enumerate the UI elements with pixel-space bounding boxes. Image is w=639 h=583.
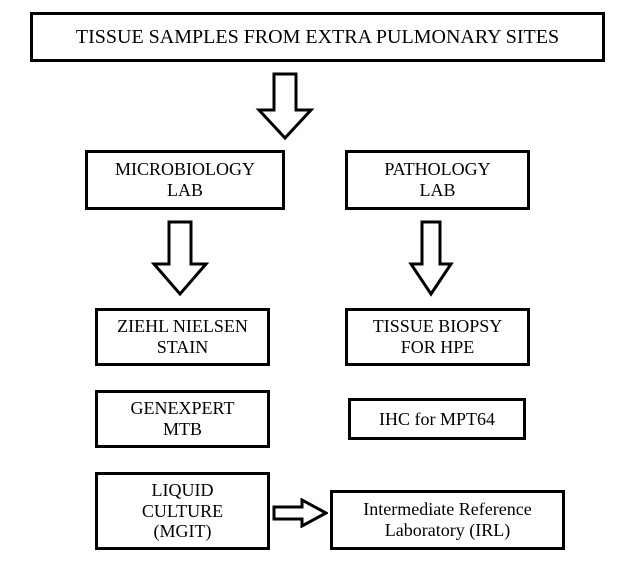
- arrow-path-down: [408, 218, 454, 298]
- node-title-label: TISSUE SAMPLES FROM EXTRA PULMONARY SITE…: [76, 26, 559, 49]
- arrow-title-down: [255, 70, 315, 142]
- node-pathology-lab: PATHOLOGY LAB: [345, 150, 530, 210]
- node-tissue-biopsy: TISSUE BIOPSY FOR HPE: [345, 308, 530, 366]
- arrow-micro-down: [150, 218, 210, 298]
- node-genexpert-label: GENEXPERT MTB: [131, 398, 235, 439]
- node-tissue-biopsy-label: TISSUE BIOPSY FOR HPE: [373, 316, 503, 357]
- arrow-liquid-irl: [272, 498, 328, 528]
- node-pathology-lab-label: PATHOLOGY LAB: [384, 159, 490, 200]
- node-ihc: IHC for MPT64: [348, 398, 526, 440]
- node-irl: Intermediate Reference Laboratory (IRL): [330, 490, 565, 550]
- node-liquid-culture: LIQUID CULTURE (MGIT): [95, 472, 270, 550]
- node-genexpert: GENEXPERT MTB: [95, 390, 270, 448]
- node-microbiology-lab-label: MICROBIOLOGY LAB: [115, 159, 255, 200]
- node-title: TISSUE SAMPLES FROM EXTRA PULMONARY SITE…: [30, 12, 605, 62]
- node-microbiology-lab: MICROBIOLOGY LAB: [85, 150, 285, 210]
- node-liquid-culture-label: LIQUID CULTURE (MGIT): [142, 480, 223, 542]
- node-ziehl-nielsen: ZIEHL NIELSEN STAIN: [95, 308, 270, 366]
- node-irl-label: Intermediate Reference Laboratory (IRL): [363, 499, 531, 540]
- node-ihc-label: IHC for MPT64: [379, 409, 495, 430]
- node-ziehl-nielsen-label: ZIEHL NIELSEN STAIN: [117, 316, 248, 357]
